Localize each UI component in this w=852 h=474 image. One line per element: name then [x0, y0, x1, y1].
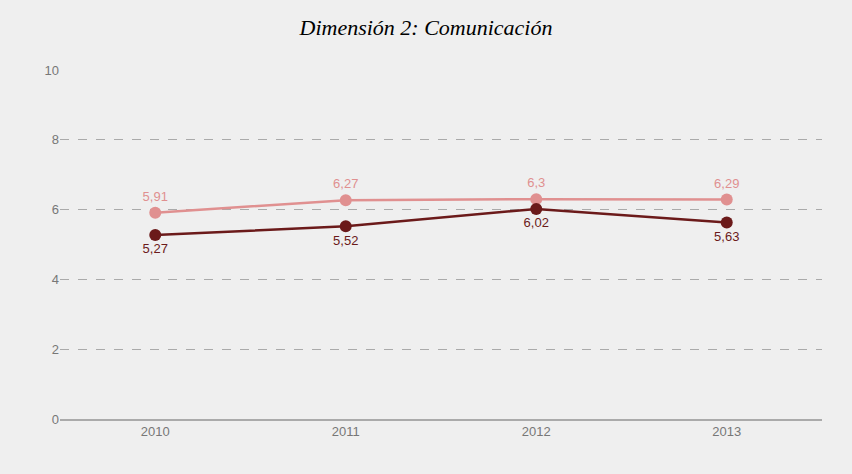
svg-text:6,29: 6,29: [714, 176, 739, 191]
svg-text:5,63: 5,63: [714, 229, 739, 244]
svg-text:5,52: 5,52: [333, 233, 358, 248]
svg-text:10: 10: [45, 63, 59, 78]
svg-text:2013: 2013: [712, 424, 741, 439]
svg-text:6,3: 6,3: [527, 175, 545, 190]
svg-text:Dimensión 2: Comunicación: Dimensión 2: Comunicación: [299, 15, 553, 40]
svg-text:5,91: 5,91: [143, 189, 168, 204]
svg-text:8: 8: [52, 132, 59, 147]
svg-text:6,27: 6,27: [333, 176, 358, 191]
svg-text:5,27: 5,27: [143, 241, 168, 256]
svg-text:2011: 2011: [332, 424, 360, 439]
svg-text:2: 2: [52, 342, 59, 357]
svg-text:4: 4: [52, 272, 59, 287]
svg-text:6,02: 6,02: [524, 215, 549, 230]
svg-text:0: 0: [52, 412, 59, 427]
svg-text:2010: 2010: [141, 424, 170, 439]
svg-text:2012: 2012: [522, 424, 551, 439]
svg-text:6: 6: [52, 202, 59, 217]
